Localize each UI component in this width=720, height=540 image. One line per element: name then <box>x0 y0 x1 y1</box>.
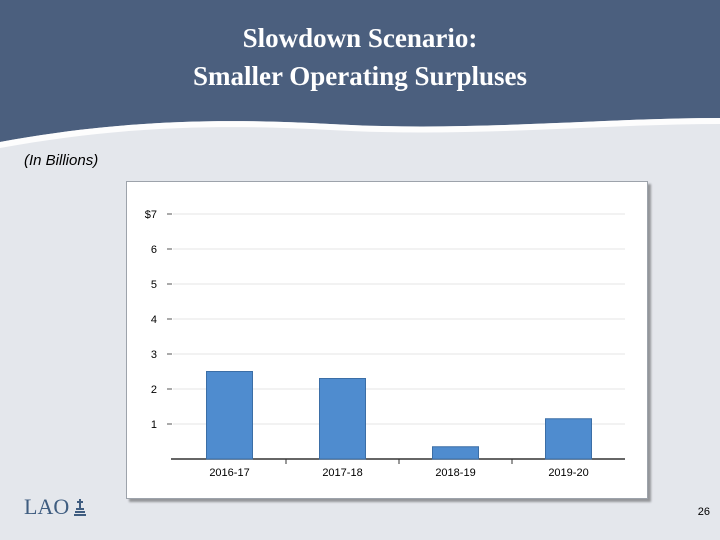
y-tick-label: 2 <box>151 384 157 396</box>
header-background <box>0 0 720 142</box>
chart-frame: 1 2 3 4 5 6 $7 2016-17 2017-18 2018-19 2019-20 <box>126 181 648 499</box>
bar <box>545 418 592 460</box>
x-tick-label: 2017-18 <box>322 467 362 479</box>
slide-title-line-1: Slowdown Scenario: <box>242 23 478 53</box>
lao-logo: LAO <box>24 494 89 520</box>
x-tick-label: 2019-20 <box>548 467 588 479</box>
y-tick-label: 3 <box>151 349 157 361</box>
logo-text: LAO <box>24 494 70 519</box>
y-tick-label: 4 <box>151 314 157 326</box>
bar <box>432 446 479 460</box>
y-tick-label: 1 <box>151 419 157 431</box>
slide-header-banner <box>0 0 720 148</box>
header-swoosh <box>0 118 720 148</box>
x-tick-label: 2018-19 <box>435 467 475 479</box>
units-note: (In Billions) <box>24 152 99 169</box>
page-number: 26 <box>697 506 710 518</box>
x-tick-label: 2016-17 <box>209 467 249 479</box>
bar <box>319 378 366 460</box>
y-tick-label: $7 <box>145 209 157 221</box>
y-tick-label: 5 <box>151 279 157 291</box>
slide-title-line-2: Smaller Operating Surpluses <box>192 61 528 91</box>
logo-mark-icon <box>74 499 87 516</box>
bar <box>206 371 253 460</box>
bar-chart: 1 2 3 4 5 6 $7 2016-17 2017-18 2018-19 2019-20 <box>145 209 625 479</box>
y-tick-label: 6 <box>151 244 157 256</box>
